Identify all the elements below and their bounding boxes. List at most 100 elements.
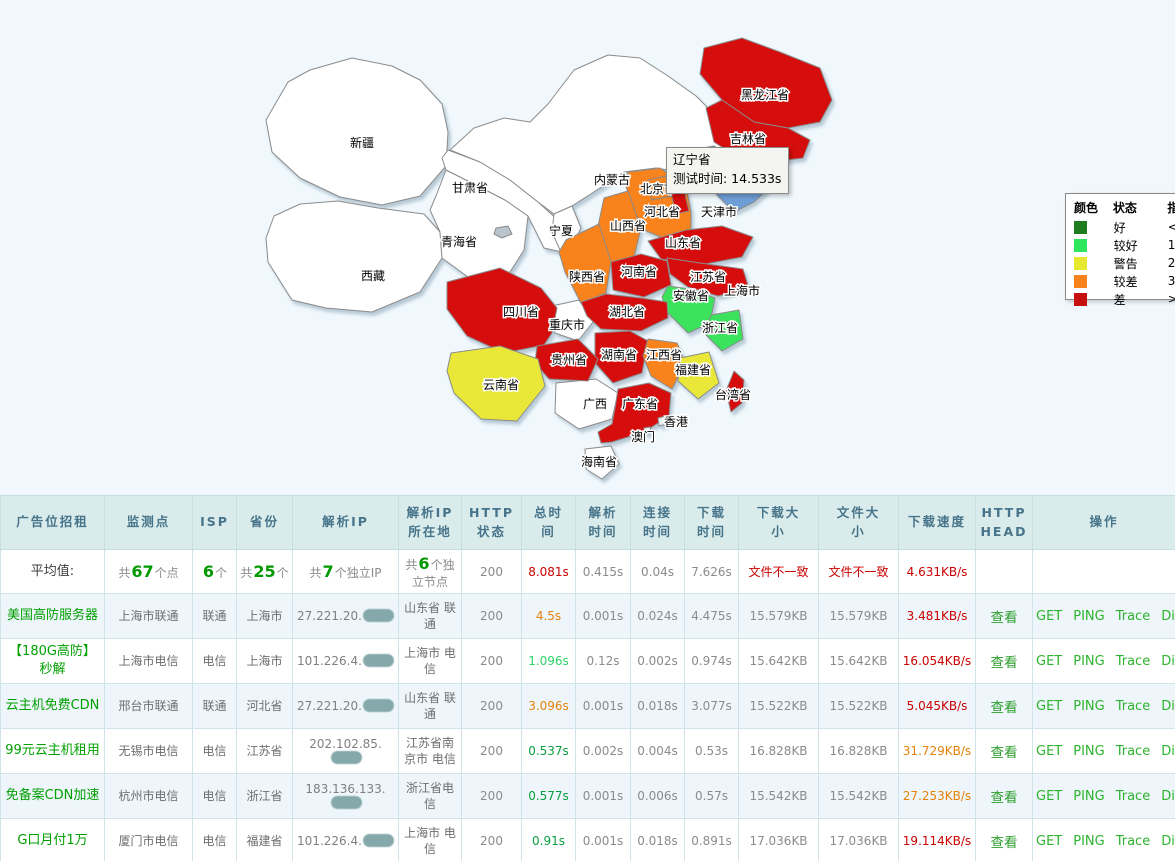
http-head-cell: 查看 bbox=[975, 773, 1033, 819]
province-hubei[interactable] bbox=[580, 293, 669, 332]
total-time: 0.537s bbox=[521, 728, 576, 774]
download-time: 0.891s bbox=[684, 818, 739, 861]
total-time: 0.577s bbox=[521, 773, 576, 819]
isp: 电信 bbox=[192, 773, 237, 819]
province-beijing[interactable] bbox=[647, 175, 672, 201]
province-xinjiang[interactable] bbox=[265, 57, 449, 206]
ad-link[interactable]: G口月付1万 bbox=[17, 833, 88, 849]
action-ping-link[interactable]: PING bbox=[1073, 698, 1105, 714]
province-hainan[interactable] bbox=[584, 445, 620, 480]
avg-node-count: 共6个独立节点 bbox=[398, 549, 462, 594]
download-speed: 19.114KB/s bbox=[898, 818, 976, 861]
legend-status-label: 较好 bbox=[1113, 238, 1138, 253]
actions-cell: GET PING Trace Dig bbox=[1032, 773, 1175, 819]
action-get-link[interactable]: GET bbox=[1036, 833, 1063, 849]
province-chongqing[interactable] bbox=[551, 299, 594, 342]
view-http-head-link[interactable]: 查看 bbox=[990, 610, 1018, 626]
action-get-link[interactable]: GET bbox=[1036, 788, 1063, 804]
connect-time: 0.002s bbox=[630, 638, 685, 684]
isp: 电信 bbox=[192, 818, 237, 861]
action-trace-link[interactable]: Trace bbox=[1115, 833, 1151, 849]
average-label: 平均值: bbox=[0, 549, 105, 594]
download-time: 0.53s bbox=[684, 728, 739, 774]
province-heilongjiang[interactable] bbox=[699, 37, 833, 129]
avg-actions bbox=[1032, 549, 1175, 594]
action-dig-link[interactable]: Dig bbox=[1161, 743, 1175, 759]
view-http-head-link[interactable]: 查看 bbox=[990, 745, 1018, 761]
action-trace-link[interactable]: Trace bbox=[1115, 653, 1151, 669]
ad-link[interactable]: 99元云主机租用 bbox=[5, 743, 100, 759]
province-anhui[interactable] bbox=[661, 285, 716, 334]
http-head-cell: 查看 bbox=[975, 818, 1033, 861]
province-label-sichuan: 四川省 bbox=[503, 305, 539, 319]
ad-link[interactable]: 【180G高防】秒解 bbox=[9, 644, 96, 677]
view-http-head-link[interactable]: 查看 bbox=[990, 700, 1018, 716]
download-speed: 3.481KB/s bbox=[898, 593, 976, 639]
province-label-gansu: 甘肃省 bbox=[452, 181, 488, 195]
action-ping-link[interactable]: PING bbox=[1073, 788, 1105, 804]
province-guangdong[interactable] bbox=[597, 382, 672, 444]
province-macau[interactable] bbox=[643, 426, 652, 435]
action-get-link[interactable]: GET bbox=[1036, 653, 1063, 669]
view-http-head-link[interactable]: 查看 bbox=[990, 835, 1018, 851]
table-row: 99元云主机租用 无锡市电信 电信 江苏省 202.102.85. 江苏省南京市 电信 20… bbox=[0, 728, 1175, 774]
province-jiangsu[interactable] bbox=[666, 257, 750, 297]
province-label-hubei: 湖北省 bbox=[609, 304, 645, 319]
province-sichuan[interactable] bbox=[446, 267, 558, 354]
action-dig-link[interactable]: Dig bbox=[1161, 833, 1175, 849]
province-hongkong[interactable] bbox=[657, 415, 668, 427]
province-yunnan[interactable] bbox=[446, 345, 546, 422]
province-label-neimenggu: 内蒙古 bbox=[594, 172, 630, 187]
ad-link[interactable]: 云主机免费CDN bbox=[5, 698, 100, 714]
legend-color-swatch bbox=[1074, 220, 1087, 234]
dns-time: 0.001s bbox=[575, 818, 631, 861]
province-label-taiwan: 台湾省 bbox=[715, 387, 751, 402]
province-label-hunan: 湖南省 bbox=[601, 347, 637, 362]
http-status: 200 bbox=[461, 818, 522, 861]
action-trace-link[interactable]: Trace bbox=[1115, 743, 1151, 759]
action-get-link[interactable]: GET bbox=[1036, 698, 1063, 714]
legend-rows: 好 <1 较好 1-2 警告 2-3 较差 3-5 差 >5 bbox=[1074, 218, 1175, 308]
col-header-4: 解析IP bbox=[292, 495, 399, 550]
legend-range-value: <1 bbox=[1167, 220, 1175, 234]
http-status: 200 bbox=[461, 728, 522, 774]
province-label-hongkong: 香港 bbox=[664, 415, 688, 429]
action-ping-link[interactable]: PING bbox=[1073, 743, 1105, 759]
action-get-link[interactable]: GET bbox=[1036, 608, 1063, 624]
province-guangxi[interactable] bbox=[554, 378, 619, 430]
ad-link[interactable]: 免备案CDN加速 bbox=[5, 788, 100, 804]
action-get-link[interactable]: GET bbox=[1036, 743, 1063, 759]
view-http-head-link[interactable]: 查看 bbox=[990, 655, 1018, 671]
action-trace-link[interactable]: Trace bbox=[1115, 698, 1151, 714]
province-jiangxi[interactable] bbox=[642, 338, 686, 390]
ip-blur-mask bbox=[362, 609, 394, 622]
download-time: 4.475s bbox=[684, 593, 739, 639]
province-xizang[interactable] bbox=[265, 200, 443, 313]
legend-range-value: >5 bbox=[1167, 292, 1175, 306]
action-ping-link[interactable]: PING bbox=[1073, 608, 1105, 624]
col-header-0[interactable]: 广告位招租 bbox=[0, 495, 105, 550]
http-status: 200 bbox=[461, 593, 522, 639]
ip-blur-mask bbox=[362, 834, 394, 847]
action-trace-link[interactable]: Trace bbox=[1115, 608, 1151, 624]
province-label-ningxia: 宁夏 bbox=[549, 223, 573, 238]
col-header-2: ISP bbox=[192, 495, 237, 550]
province-label-yunnan: 云南省 bbox=[483, 377, 519, 392]
ad-link[interactable]: 美国高防服务器 bbox=[6, 608, 98, 624]
province-taiwan[interactable] bbox=[725, 370, 745, 413]
action-trace-link[interactable]: Trace bbox=[1115, 788, 1151, 804]
action-ping-link[interactable]: PING bbox=[1073, 653, 1105, 669]
col-header-8: 解析 时间 bbox=[575, 495, 631, 550]
action-dig-link[interactable]: Dig bbox=[1161, 698, 1175, 714]
province-fujian[interactable] bbox=[677, 351, 720, 400]
ad-link-cell: 99元云主机租用 bbox=[0, 728, 105, 774]
action-dig-link[interactable]: Dig bbox=[1161, 608, 1175, 624]
action-dig-link[interactable]: Dig bbox=[1161, 653, 1175, 669]
province-henan[interactable] bbox=[610, 253, 672, 298]
view-http-head-link[interactable]: 查看 bbox=[990, 790, 1018, 806]
action-dig-link[interactable]: Dig bbox=[1161, 788, 1175, 804]
action-ping-link[interactable]: PING bbox=[1073, 833, 1105, 849]
province-label-tianjin: 天津市 bbox=[701, 204, 737, 219]
avg-unique-ip-count: 共7个独立IP bbox=[292, 549, 399, 594]
province-zhejiang[interactable] bbox=[705, 309, 744, 352]
